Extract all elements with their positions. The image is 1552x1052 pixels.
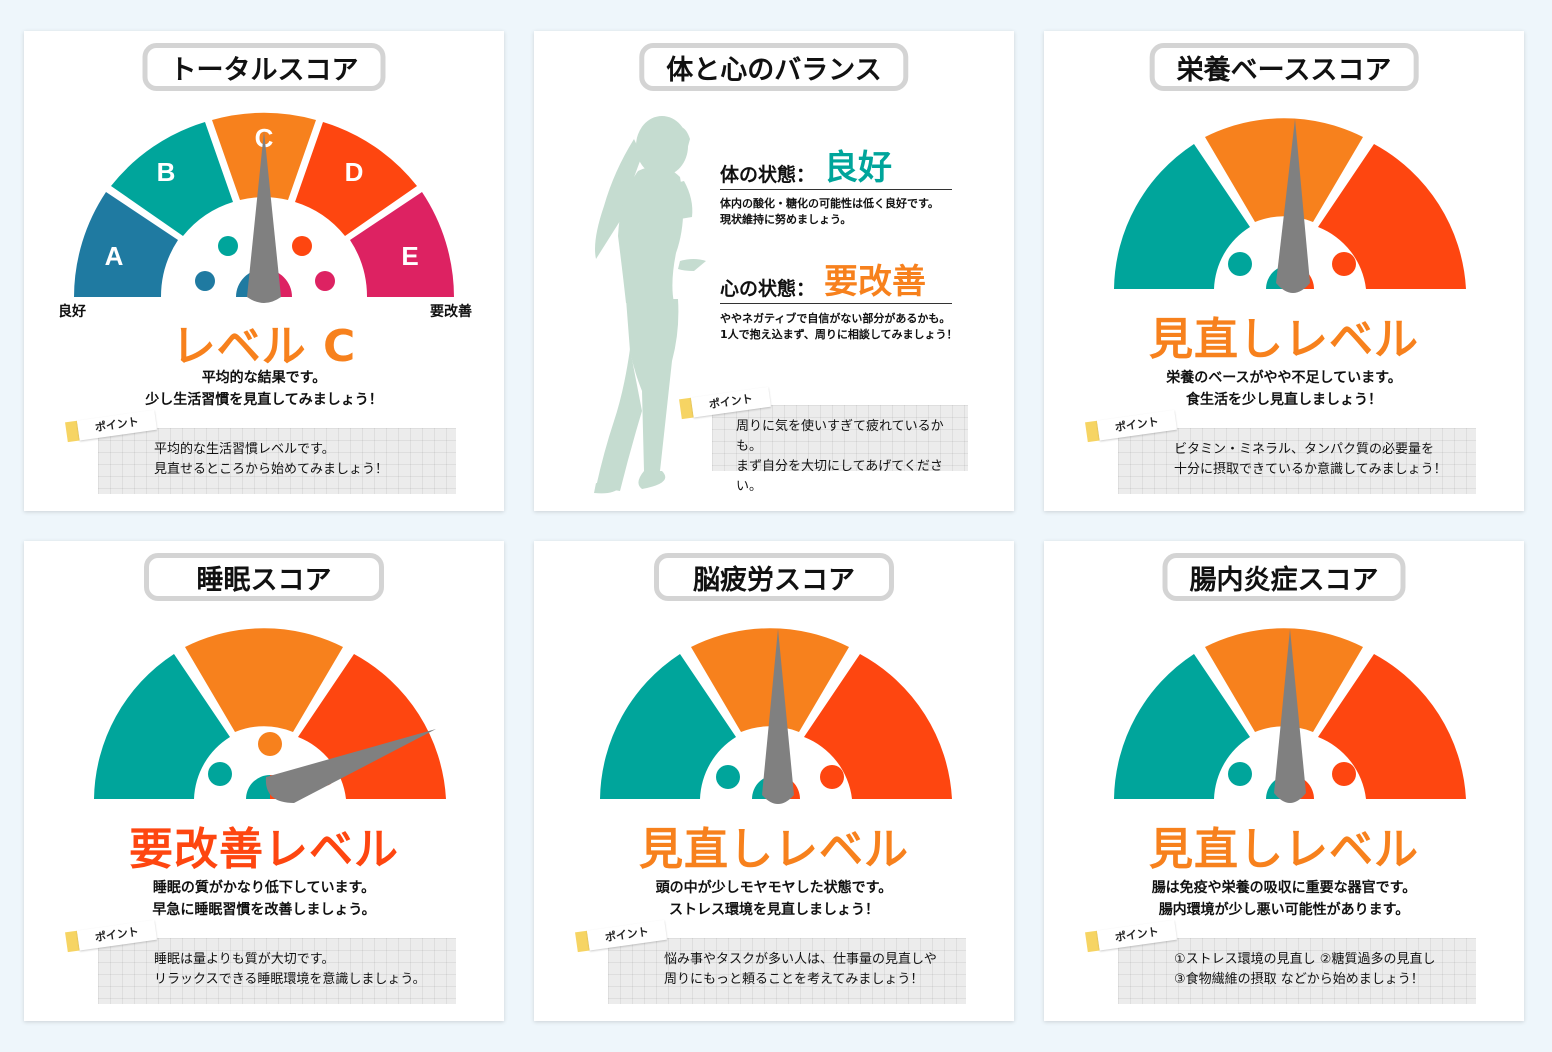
card-total-score: A B C D E トータルスコア 良好 要改善 レベル C 平均的な結果です。… [24,31,504,511]
gauge-label-e: E [401,241,418,271]
card-nutrition-score: 栄養ベーススコア 見直しレベル 栄養のベースがやや不足しています。 食生活を少し… [1044,31,1524,511]
description: 睡眠の質がかなり低下しています。 早急に睡眠習慣を改善しましょう。 [152,880,376,918]
sleep-score-gauge [94,628,446,803]
level-text: 見直しレベル [1149,314,1419,365]
description: 頭の中が少しモヤモヤした状態です。 ストレス環境を見直しましょう！ [655,880,893,918]
point-box: ポイント 悩み事やタスクが多い人は、仕事量の見直しや 周りにもっと頼ることを考え… [575,919,966,1004]
gauge-label-a: A [105,241,124,271]
gauge-needle [247,131,281,303]
total-score-gauge: A B C D E [74,112,454,303]
gauge-label-d: D [345,157,364,187]
card-title: 栄養ベーススコア [1149,43,1419,91]
gauge-segment-a [74,192,178,297]
point-box: ポイント ビタミン・ミネラル、タンパク質の必要量を 十分に摂取できているか意識し… [1085,409,1476,494]
body-condition-text: 体内の酸化・糖化の可能性は低く良好です。 現状維持に努めましょう。 [720,197,939,226]
level-text: 要改善レベル [129,824,399,875]
point-box: ポイント 平均的な生活習慣レベルです。 見直せるところから始めてみましょう！ [65,409,456,494]
description: 平均的な結果です。 少し生活習慣を見直してみましょう！ [145,370,383,408]
card-title: トータルスコア [142,43,386,91]
scale-label-bad: 要改善 [430,304,472,320]
description: 腸は免疫や栄養の吸収に重要な器官です。 腸内環境が少し悪い可能性があります。 [1151,880,1417,918]
body-condition-value: 良好 [824,148,892,188]
point-box: ポイント 周りに気を使いすぎて疲れているかも。 まず自分を大切にしてあげてくださ… [679,386,968,494]
gauge-needle [1274,629,1306,803]
gauge-needle [265,729,436,803]
gauge-needle [762,629,794,804]
card-title: 体と心のバランス [639,43,909,91]
description: 栄養のベースがやや不足しています。 食生活を少し見直しましょう！ [1166,370,1402,408]
brain-fatigue-score-gauge [600,628,952,804]
point-box: ポイント ①ストレス環境の見直し ②糖質過多の見直し ③食物繊維の摂取 などから… [1085,919,1476,1004]
gauge-label-b: B [157,157,176,187]
card-brain-fatigue-score: 脳疲労スコア 見直しレベル 頭の中が少しモヤモヤした状態です。 ストレス環境を見… [534,541,1014,1021]
scale-label-good: 良好 [58,304,86,320]
body-condition-heading: 体の状態： 良好 [720,148,952,190]
card-body-mind-balance: 体と心のバランス 体の状態： 良好 体内の酸化・糖化の可能性は低く良好です。 現… [534,31,1014,511]
gauge-segment-d [295,122,417,236]
gauge-needle [1276,119,1310,293]
card-gut-inflammation-score: 腸内炎症スコア 見直しレベル 腸は免疫や栄養の吸収に重要な器官です。 腸内環境が… [1044,541,1524,1021]
mind-condition-value: 要改善 [824,262,926,302]
nutrition-score-gauge [1114,118,1466,293]
level-text: 見直しレベル [1149,824,1419,875]
gut-inflammation-score-gauge [1114,628,1466,803]
card-title: 脳疲労スコア [654,553,894,601]
mind-condition-text: ややネガティブで自信がない部分があるかも。 1人で抱え込まず、周りに相談してみま… [720,312,958,341]
level-text: レベル C [171,321,357,372]
card-title: 睡眠スコア [144,553,384,601]
card-title: 腸内炎症スコア [1162,553,1406,601]
point-box: ポイント 睡眠は量よりも質が大切です。 リラックスできる睡眠環境を意識しましょう… [65,919,456,1004]
woman-silhouette-icon [594,116,706,494]
card-sleep-score: 睡眠スコア 要改善レベル 睡眠の質がかなり低下しています。 早急に睡眠習慣を改善… [24,541,504,1021]
mind-condition-heading: 心の状態： 要改善 [720,262,952,304]
gauge-segment-e [350,192,454,297]
gauge-segment-b [111,122,233,236]
level-text: 見直しレベル [639,824,909,875]
